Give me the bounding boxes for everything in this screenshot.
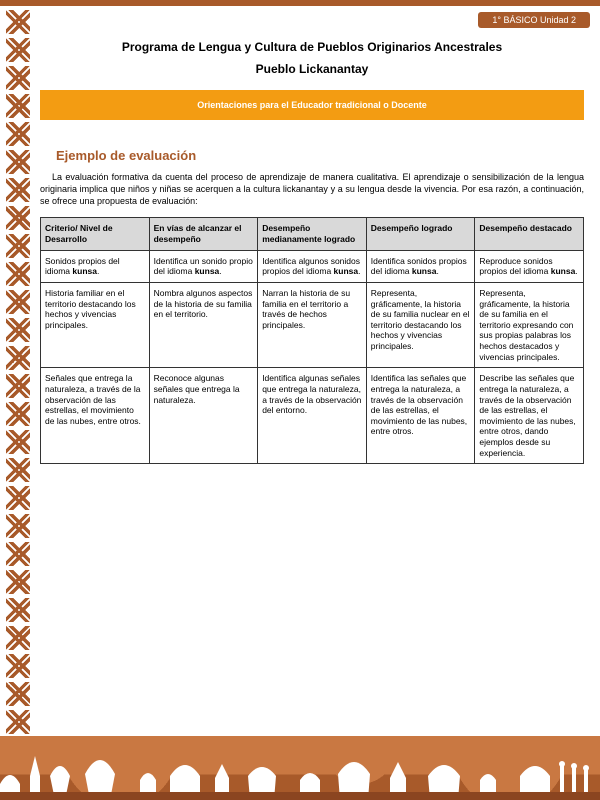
program-title: Programa de Lengua y Cultura de Pueblos … xyxy=(40,40,584,54)
table-cell: Identifica sonidos propios del idioma ku… xyxy=(366,250,475,282)
table-row: Sonidos propios del idioma kunsa.Identif… xyxy=(41,250,584,282)
table-cell: Describe las señales que entrega la natu… xyxy=(475,368,584,464)
table-header-cell: Desempeño destacado xyxy=(475,218,584,250)
table-row: Señales que entrega la naturaleza, a tra… xyxy=(41,368,584,464)
table-cell: Señales que entrega la naturaleza, a tra… xyxy=(41,368,150,464)
top-border xyxy=(0,0,600,6)
table-cell: Identifica algunos sonidos propios del i… xyxy=(258,250,367,282)
left-pattern xyxy=(6,10,30,750)
table-cell: Representa, gráficamente, la historia de… xyxy=(475,282,584,367)
rubric-table: Criterio/ Nivel de DesarrolloEn vías de … xyxy=(40,217,584,464)
page: 1° BÁSICO Unidad 2 Programa de Lengua y … xyxy=(0,0,600,800)
program-subtitle: Pueblo Lickanantay xyxy=(40,62,584,76)
table-cell: Historia familiar en el territorio desta… xyxy=(41,282,150,367)
footer-silhouette xyxy=(0,736,600,800)
table-cell: Narran la historia de su familia en el t… xyxy=(258,282,367,367)
intro-paragraph: La evaluación formativa da cuenta del pr… xyxy=(40,171,584,207)
table-header-cell: Desempeño medianamente logrado xyxy=(258,218,367,250)
table-cell: Identifica algunas señales que entrega l… xyxy=(258,368,367,464)
silhouette-svg xyxy=(0,736,600,800)
table-header-row: Criterio/ Nivel de DesarrolloEn vías de … xyxy=(41,218,584,250)
table-header-cell: Desempeño logrado xyxy=(366,218,475,250)
orientation-band: Orientaciones para el Educador tradicion… xyxy=(40,90,584,120)
table-cell: Representa, gráficamente, la historia de… xyxy=(366,282,475,367)
section-title: Ejemplo de evaluación xyxy=(56,148,584,163)
table-cell: Nombra algunos aspectos de la historia d… xyxy=(149,282,258,367)
table-cell: Sonidos propios del idioma kunsa. xyxy=(41,250,150,282)
unit-tab: 1° BÁSICO Unidad 2 xyxy=(478,12,590,28)
table-header-cell: En vías de alcanzar el desempeño xyxy=(149,218,258,250)
table-header-cell: Criterio/ Nivel de Desarrollo xyxy=(41,218,150,250)
table-cell: Reconoce algunas señales que entrega la … xyxy=(149,368,258,464)
table-cell: Reproduce sonidos propios del idioma kun… xyxy=(475,250,584,282)
table-cell: Identifica un sonido propio del idioma k… xyxy=(149,250,258,282)
content: Programa de Lengua y Cultura de Pueblos … xyxy=(40,40,584,464)
table-cell: Identifica las señales que entrega la na… xyxy=(366,368,475,464)
table-row: Historia familiar en el territorio desta… xyxy=(41,282,584,367)
